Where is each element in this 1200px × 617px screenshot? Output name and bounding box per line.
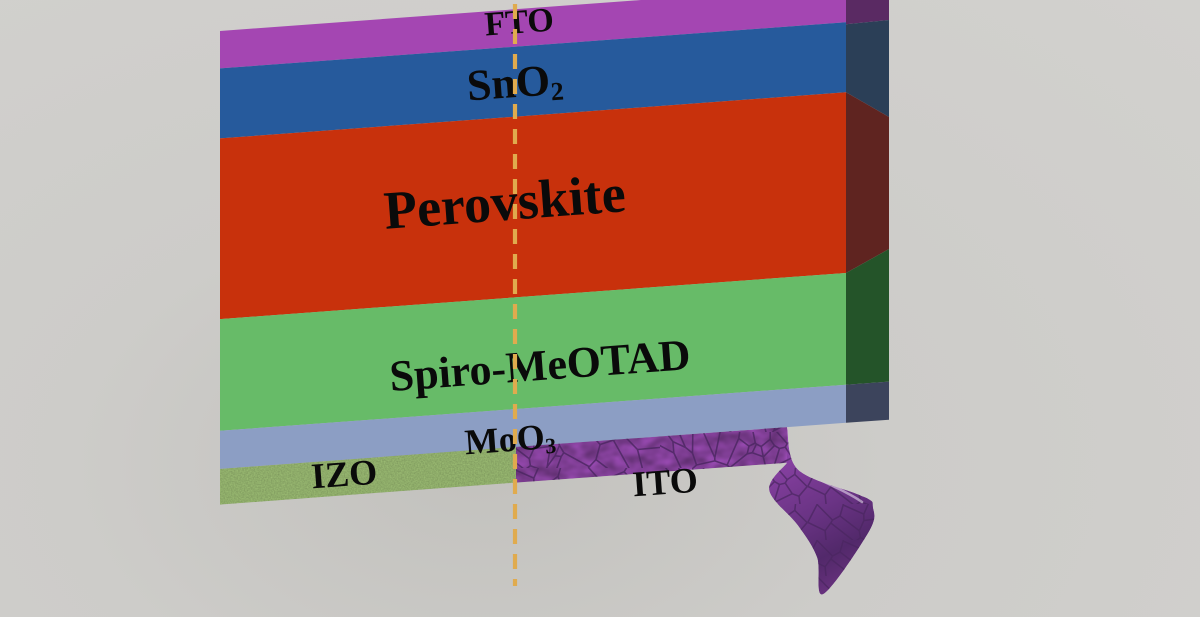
- svg-text:ITO: ITO: [631, 460, 699, 505]
- svg-text:FTO: FTO: [483, 2, 555, 44]
- svg-text:IZO: IZO: [310, 452, 379, 497]
